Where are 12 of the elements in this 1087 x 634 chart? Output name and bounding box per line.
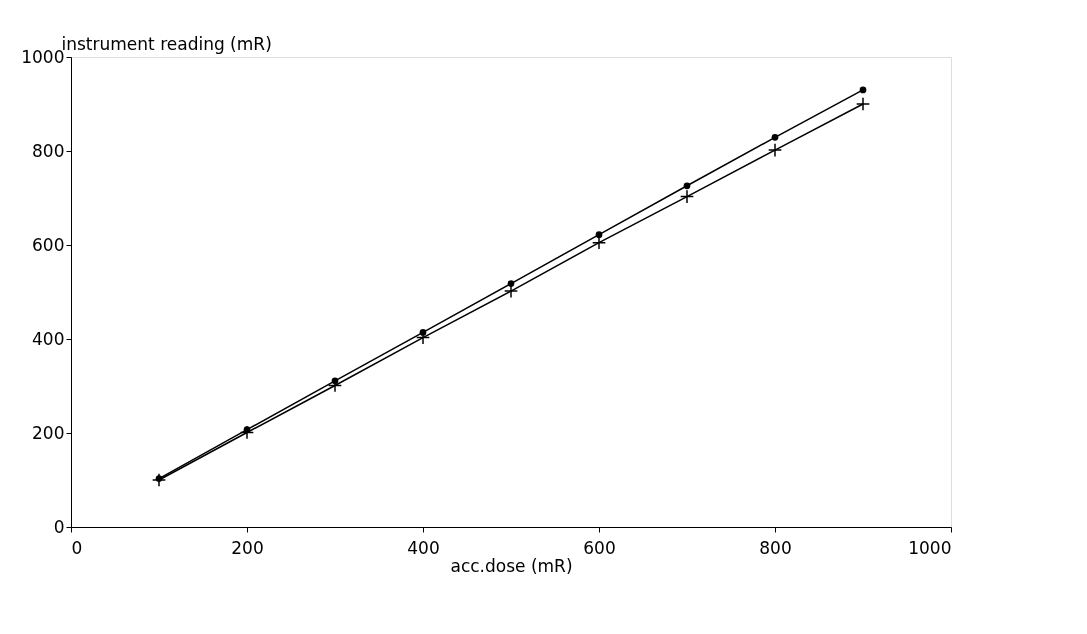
x-tick-label: 400 [407,537,440,558]
x-tick-label: 1000 [908,537,952,558]
y-tick-label: 400 [32,328,65,349]
x-tick-label: 600 [583,537,616,558]
y-tick-label: 600 [32,234,65,255]
x-tick-label: 200 [231,537,264,558]
x-tick-label: 0 [71,537,83,558]
x-tick-label: 800 [759,537,792,558]
y-tick-label: 0 [53,516,65,537]
y-tick-label: 200 [32,422,65,443]
x-axis-title: acc.dose (mR) [450,555,573,576]
y-tick-label: 800 [32,140,65,161]
